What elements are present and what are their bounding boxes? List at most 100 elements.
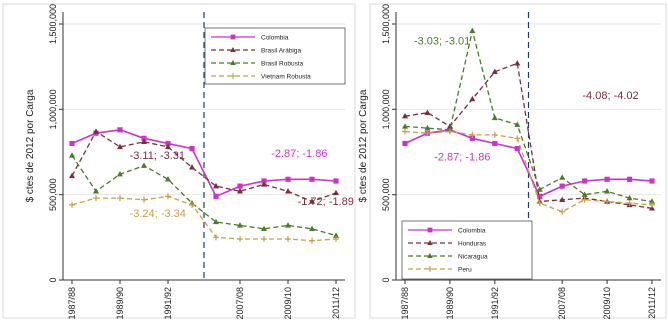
data-point [402,123,408,129]
data-point [649,198,655,204]
data-point [581,191,588,197]
data-point [213,182,219,189]
legend-marker [230,47,236,52]
data-point [117,170,123,177]
legend-label: Colombia [261,34,289,41]
legend-label: Colombia [458,227,486,234]
data-point [261,178,267,184]
data-point [141,138,147,144]
x-tick-label: 2009/10 [283,287,293,320]
series-line-3 [404,130,653,213]
x-tick-label: 1989/90 [445,287,455,320]
data-point [333,232,339,238]
annotation-label: -3.11; -3.31 [130,150,185,162]
data-point [93,188,99,194]
y-tick-label: 0 [381,277,391,282]
data-point [402,112,408,119]
data-point [309,198,315,204]
y-axis-title: $ ctes de 2012 por Carga [25,89,36,202]
chart-left: 0 500,000 1,000,000 1,500,000 $ ctes de 2012… [2,3,356,320]
series-line-2 [404,30,653,203]
data-point [469,95,476,102]
data-point [165,193,171,200]
data-point [117,195,123,202]
x-tick-label: 1991/92 [490,287,500,320]
data-point [514,145,520,152]
legend-marker [427,227,433,233]
data-point [285,176,291,182]
data-point [582,178,588,184]
data-point [446,128,453,135]
y-tick-label: 1,500,000 [48,4,58,44]
series-line-2 [71,155,337,237]
data-point [559,183,565,189]
data-point [93,128,99,134]
series-line-3 [71,195,337,242]
data-point [69,172,75,179]
y-tick-label: 1,500,000 [381,4,391,44]
y-tick-label: 1,000,000 [381,89,391,129]
data-point [69,152,75,158]
legend-label: Brasil Robusta [261,60,304,67]
data-point [604,198,611,205]
data-point [309,237,315,244]
data-point [261,181,267,187]
legend-box [401,220,533,280]
series-line-1 [71,130,337,203]
data-point [189,201,195,208]
data-point [514,135,521,142]
annotation-label: -3.24; -3.34 [130,208,186,220]
x-tick-label: 2009/10 [602,287,612,320]
chart-right: 0 500,000 1,000,000 1,500,000 $ ctes de 2012… [358,3,667,320]
legend-label: Brasil Arábiga [261,47,301,54]
data-point [93,195,99,202]
data-point [626,194,633,201]
data-point [536,200,543,207]
data-point [492,140,498,147]
y-tick-label: 1,000,000 [48,89,58,129]
legend-label: Peru [458,266,472,273]
data-point [402,140,408,147]
x-tick-label: 1991/92 [163,287,173,320]
data-point [424,124,431,131]
data-point [309,225,315,231]
data-point [261,225,267,231]
data-point [491,131,498,138]
data-point [333,236,339,243]
data-point [491,114,498,121]
annotation-label: -3.03; -3.01 [414,35,470,47]
data-point [69,201,75,208]
data-point [69,140,75,147]
data-point [213,234,219,241]
data-point [469,27,476,34]
data-point [117,127,123,133]
data-point [469,135,475,141]
legend-label: Nicaragua [458,253,488,260]
data-point [537,193,543,199]
legend-marker [230,34,236,40]
data-point [604,176,610,182]
data-point [581,196,588,203]
data-point [165,143,171,150]
legend-label: Honduras [458,240,487,247]
data-point [189,164,195,170]
data-point [237,222,243,228]
data-point [604,188,611,194]
data-point [626,176,633,182]
data-point [536,186,543,192]
data-point [626,200,633,207]
data-point [333,178,339,184]
annotation-label: -2.87; -1.86 [434,152,490,164]
data-point [285,222,291,228]
data-point [237,183,243,189]
y-tick-label: 500,000 [381,178,391,211]
data-point [285,236,291,243]
legend-marker [427,240,433,245]
x-tick-label: 2011/12 [647,287,657,319]
data-point [117,143,123,150]
x-tick-label: 2011/12 [331,287,341,319]
data-point [402,128,408,135]
x-tick-label: 1989/90 [115,287,125,320]
data-point [213,218,219,225]
